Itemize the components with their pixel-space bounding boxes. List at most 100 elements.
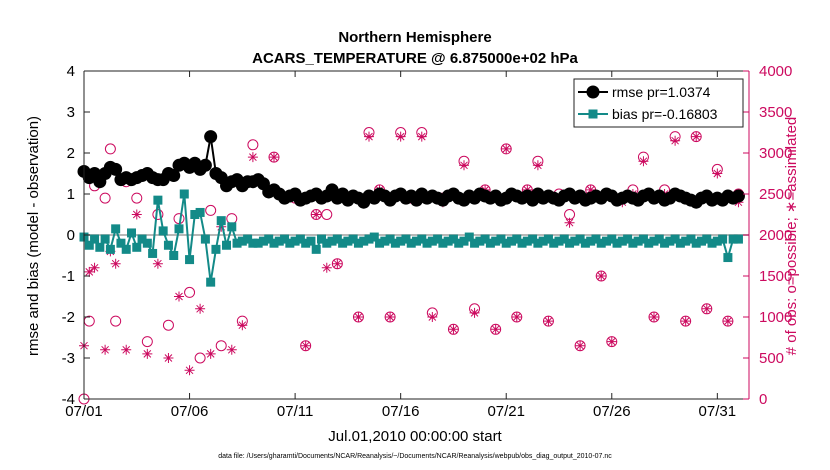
y-axis-label: rmse and bias (model - observation) <box>25 116 42 356</box>
chart-title: Northern Hemisphere <box>338 29 491 46</box>
bias-point <box>111 224 121 234</box>
bias-point <box>491 236 501 246</box>
bias-point <box>412 236 421 246</box>
obs-assimilated-point <box>195 303 206 314</box>
obs-possible-point <box>194 352 206 364</box>
bias-point <box>522 236 532 246</box>
obs-assimilated-point <box>174 291 184 302</box>
bias-point <box>137 234 147 244</box>
y-tick-label: -2 <box>62 309 75 326</box>
y2-axis-label: # of obs: o=possible; ∗=assimilated <box>783 117 800 356</box>
bias-point <box>538 236 548 246</box>
obs-assimilated-point <box>89 262 100 273</box>
rmse-point <box>198 158 212 172</box>
legend-bias-marker <box>588 109 598 119</box>
obs-assimilated-point <box>691 131 702 142</box>
obs-possible-point <box>110 315 122 327</box>
bias-point <box>596 238 606 248</box>
obs-assimilated-point <box>680 316 691 327</box>
bias-point <box>327 236 337 246</box>
bias-point <box>264 234 274 244</box>
bias-point <box>243 234 253 244</box>
bias-point <box>591 234 601 244</box>
bias-point <box>190 210 200 219</box>
bias-point <box>206 277 216 287</box>
bias-point <box>211 244 221 254</box>
bias-point <box>501 238 511 248</box>
obs-possible-point <box>184 286 196 298</box>
bias-point <box>163 240 173 250</box>
y2-tick-label: 1500 <box>759 268 792 285</box>
obs-possible-point <box>83 315 95 327</box>
bias-point <box>311 244 321 254</box>
x-axis-label: Jul.01,2010 00:00:00 start <box>328 428 502 445</box>
obs-possible-point <box>173 213 185 225</box>
bias-point <box>617 236 627 246</box>
bias-point <box>185 255 195 265</box>
bias-point <box>485 238 495 248</box>
bias-point <box>364 234 374 244</box>
bias-point <box>121 244 131 254</box>
bias-point <box>660 238 670 248</box>
obs-assimilated-point <box>121 344 132 355</box>
bias-point <box>480 234 490 244</box>
bias-point <box>528 234 538 244</box>
bias-point <box>396 236 406 246</box>
bias-point <box>248 238 258 248</box>
bias-point <box>512 234 522 244</box>
bias-point <box>543 234 553 244</box>
bias-point <box>174 224 184 234</box>
bias-point <box>570 236 580 246</box>
x-tick-label: 07/01 <box>65 403 103 420</box>
obs-assimilated-point <box>585 184 596 195</box>
obs-assimilated-point <box>385 312 396 322</box>
obs-assimilated-point <box>459 160 469 171</box>
y-tick-label: -3 <box>62 350 75 367</box>
bias-point <box>559 234 569 244</box>
obs-possible-point <box>141 336 153 348</box>
bias-point <box>633 236 643 246</box>
obs-assimilated-point <box>543 316 554 327</box>
bias-point <box>142 238 152 248</box>
bias-point <box>274 236 284 246</box>
obs-assimilated-point <box>184 365 195 376</box>
chart-subtitle: ACARS_TEMPERATURE @ 6.875000e+02 hPa <box>252 50 578 67</box>
bias-point <box>475 236 485 246</box>
obs-assimilated-point <box>511 312 522 322</box>
obs-possible-point <box>247 139 259 151</box>
obs-assimilated-point <box>427 312 438 322</box>
obs-assimilated-point <box>152 258 163 269</box>
bias-point <box>433 234 443 244</box>
bias-point <box>580 238 590 248</box>
y-tick-label: 2 <box>67 145 75 162</box>
bias-point <box>607 234 617 244</box>
bias-point <box>380 236 390 246</box>
obs-assimilated-point <box>670 135 681 146</box>
y2-tick-label: 3500 <box>759 104 792 121</box>
bias-point <box>290 236 300 246</box>
bias-point <box>322 238 332 248</box>
obs-assimilated-point <box>226 344 237 355</box>
bias-point <box>448 234 458 244</box>
data-file-note: data file: /Users/gharamti/Documents/NCA… <box>218 453 612 460</box>
legend-bias-label: bias pr=-0.16803 <box>612 106 718 122</box>
bias-point <box>353 238 363 248</box>
bias-point <box>338 238 348 248</box>
obs-assimilated-point <box>596 271 607 281</box>
bias-point <box>712 236 722 246</box>
obs-assimilated-point <box>247 152 258 163</box>
bias-point <box>723 253 733 263</box>
bias-point <box>686 234 696 244</box>
bias-point <box>665 236 675 246</box>
obs-assimilated-point <box>532 160 543 171</box>
obs-assimilated-point <box>163 353 174 363</box>
bias-point <box>675 238 685 248</box>
bias-point <box>95 242 105 252</box>
bias-point <box>681 236 691 246</box>
obs-assimilated-point <box>701 303 712 314</box>
obs-assimilated-point <box>321 262 332 273</box>
y2-tick-label: 500 <box>759 350 784 367</box>
bias-point <box>623 234 633 244</box>
bias-point <box>390 238 400 248</box>
y-tick-label: 1 <box>67 186 75 203</box>
